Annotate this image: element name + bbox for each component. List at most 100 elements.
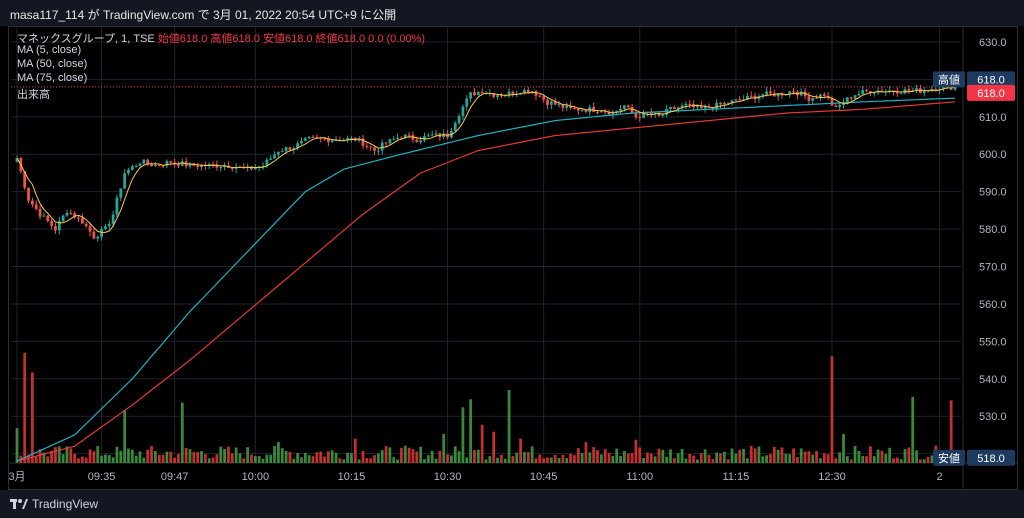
volume-bar [396,459,399,463]
candle-body [730,100,734,104]
candle-body [119,188,123,198]
candle-body [799,91,803,96]
volume-legend[interactable]: 出来高 [17,89,50,101]
candle-body [242,166,246,168]
volume-bar [634,439,638,463]
volume-bar [15,428,19,463]
volume-bar [869,446,872,463]
volume-bar [845,456,849,463]
ma5-legend[interactable]: MA (5, close) [17,44,82,56]
candle-body [499,95,503,97]
candle-body [115,197,119,215]
volume-bar [557,457,561,463]
candle-body [649,112,653,115]
candle-body [65,212,69,216]
candle-body [142,159,146,164]
candle-body [292,148,296,150]
candle-body [838,104,842,107]
x-tick-label: 10:00 [242,471,270,483]
volume-bar [784,453,788,463]
volume-bar [534,458,538,463]
candle-body [546,99,549,105]
volume-bar [753,448,757,463]
candle-body [934,89,938,91]
candle-body [607,111,611,115]
candle-body [280,151,284,153]
candle-body [803,91,807,97]
volume-bar [599,454,603,463]
ma5-line [16,86,956,233]
volume-bar [257,456,261,463]
volume-bar [277,442,280,463]
volume-bar [261,458,265,463]
candle-body [415,139,419,143]
candle-body [580,110,584,112]
candle-body [765,91,769,95]
volume-bar [27,454,30,463]
symbol-legend[interactable]: マネックスグループ, 1, TSE 始値618.0 高値618.0 安値618.… [17,30,425,46]
volume-bar [69,448,73,463]
candle-body [753,95,757,99]
x-tick-label: 3月 [9,471,26,483]
volume-bar [327,451,330,463]
x-tick-label: 09:47 [161,471,189,483]
volume-bar [250,454,253,463]
volume-bar [253,456,257,463]
volume-bar [177,454,180,463]
candle-body [376,150,380,152]
volume-bar [707,455,711,463]
candle-body [565,105,569,108]
volume-bar [746,458,749,463]
volume-bar [57,446,61,463]
volume-bar [476,449,480,463]
volume-bar [142,457,146,463]
candle-body [834,105,838,107]
candle-body [396,137,399,139]
volume-bar [200,451,203,463]
volume-bar [830,356,834,463]
candle-body [234,167,238,169]
candle-body [73,213,77,218]
volume-bar [769,454,772,463]
candle-body [123,173,127,189]
volume-bar [884,454,888,463]
volume-bar [473,450,476,463]
candle-body [526,89,530,94]
candle-body [869,91,872,94]
symbol-name: マネックスグループ, 1, TSE [17,33,155,45]
volume-bar [588,452,592,463]
volume-bar [88,449,92,463]
volume-bar [496,457,499,463]
volume-bar [669,449,672,463]
volume-bar [911,396,915,463]
volume-bar [453,446,457,463]
volume-bar [949,400,953,463]
candle-body [319,137,323,139]
volume-bar [284,450,288,463]
candle-body [330,140,334,143]
volume-bar [826,454,830,463]
candle-body [822,94,826,96]
footer-bar: TradingView [0,490,1024,518]
candle-body [476,91,480,96]
ma75-legend[interactable]: MA (75, close) [17,72,88,84]
volume-bar [192,452,196,463]
volume-bar [542,458,546,463]
chart-svg[interactable]: 630.0620.0610.0600.0590.0580.0570.0560.0… [8,27,1017,489]
ma50-legend[interactable]: MA (50, close) [17,58,88,70]
high-tag-value: 618.0 [977,74,1005,86]
volume-bar [242,458,246,463]
candle-body [542,96,546,100]
candle-body [130,166,134,170]
candle-body [215,164,219,168]
candle-body [177,163,180,166]
candle-body [169,161,173,163]
volume-bar [127,448,130,463]
volume-bar [323,456,326,463]
volume-bar [819,458,822,463]
volume-bar [853,445,857,463]
candle-body [696,105,699,108]
tradingview-logo[interactable]: TradingView [10,497,98,511]
chart-panel[interactable]: 630.0620.0610.0600.0590.0580.0570.0560.0… [8,26,1018,490]
candle-body [154,165,157,167]
